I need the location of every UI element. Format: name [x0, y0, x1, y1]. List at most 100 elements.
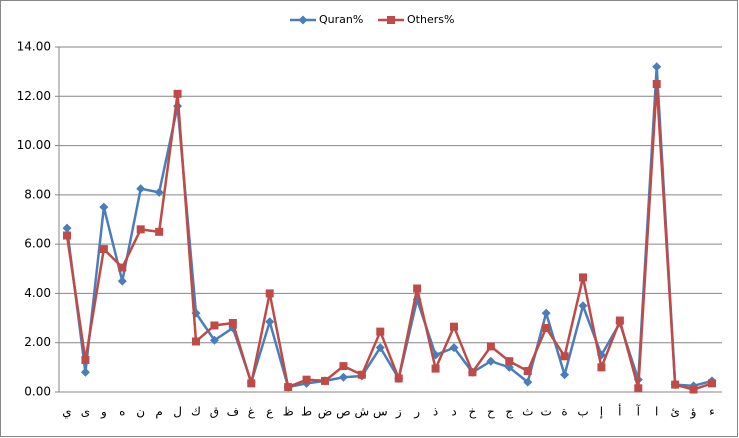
x-tick-label: ء — [709, 405, 715, 419]
x-tick-label: ض — [318, 405, 333, 420]
x-tick-label: ة — [561, 405, 567, 419]
point — [210, 321, 219, 330]
point — [117, 276, 127, 286]
series-line — [65, 83, 713, 391]
x-tick-label: ك — [191, 405, 201, 419]
point — [486, 356, 496, 366]
legend-label: Others% — [407, 13, 454, 26]
point — [209, 335, 219, 345]
point — [523, 377, 533, 387]
point — [468, 368, 477, 377]
point — [81, 355, 90, 364]
point — [339, 362, 348, 371]
point — [99, 202, 109, 212]
x-tick-label: د — [451, 405, 456, 419]
x-tick-label: غ — [248, 405, 256, 419]
point — [560, 352, 569, 361]
point — [579, 273, 587, 282]
x-tick-label: ب — [577, 405, 588, 419]
x-tick-label: آ — [636, 404, 641, 419]
point — [450, 322, 458, 331]
point — [62, 223, 72, 233]
x-tick-label: ظ — [283, 405, 294, 419]
point — [523, 367, 532, 376]
x-tick-label: ئ — [670, 405, 679, 419]
point — [431, 364, 440, 373]
x-tick-label: ي — [62, 405, 71, 419]
point — [652, 79, 661, 88]
point — [376, 327, 385, 336]
point — [118, 263, 127, 272]
x-tick-label: ش — [355, 405, 370, 420]
point — [228, 319, 237, 327]
y-tick-label: 10.00 — [17, 138, 51, 152]
point — [357, 370, 366, 379]
point — [634, 384, 643, 393]
point — [80, 367, 90, 377]
x-tick-label: ذ — [433, 405, 438, 419]
point — [302, 375, 311, 384]
x-tick-label: ق — [210, 405, 219, 419]
x-tick-label: ن — [136, 405, 145, 419]
x-tick-label: ط — [301, 405, 312, 419]
x-tick-label: ر — [413, 405, 420, 420]
x-tick-label: س — [373, 405, 388, 420]
point — [541, 308, 551, 318]
point — [615, 316, 624, 325]
x-tick-label: ى — [81, 405, 90, 419]
legend-label: Quran% — [319, 13, 363, 26]
x-tick-label: ل — [173, 405, 182, 419]
point — [486, 342, 495, 351]
point — [173, 89, 182, 98]
point — [155, 227, 164, 236]
point — [136, 184, 146, 194]
point — [375, 343, 385, 353]
y-tick-label: 2.00 — [24, 335, 51, 349]
point — [154, 187, 164, 197]
point — [265, 317, 275, 327]
y-tick-label: 8.00 — [24, 187, 51, 201]
point — [394, 374, 403, 383]
x-tick-label: خ — [469, 405, 477, 419]
x-tick-label: ت — [540, 405, 551, 419]
point — [284, 383, 293, 392]
x-tick-label: ه — [119, 405, 125, 419]
point — [542, 323, 551, 332]
point — [560, 370, 570, 380]
point — [413, 284, 422, 293]
point — [449, 343, 459, 353]
x-tick-label: ح — [487, 405, 495, 419]
point — [192, 337, 200, 346]
legend-marker — [298, 15, 308, 25]
point — [136, 225, 145, 234]
point — [578, 301, 588, 311]
point — [505, 357, 514, 366]
x-tick-label: و — [100, 405, 107, 420]
point — [265, 289, 274, 298]
x-tick-label: م — [155, 405, 162, 419]
point — [708, 379, 716, 388]
y-tick-label: 0.00 — [24, 385, 51, 399]
x-tick-label: ث — [522, 405, 533, 419]
legend-marker — [387, 16, 395, 24]
x-tick-label: أ — [618, 404, 621, 419]
y-tick-label: 12.00 — [17, 89, 51, 103]
y-tick-label: 14.00 — [17, 40, 51, 54]
y-tick-label: 6.00 — [24, 237, 51, 251]
x-tick-label: ف — [227, 405, 239, 419]
point — [247, 379, 256, 388]
point — [63, 231, 71, 240]
x-tick-label: ع — [266, 405, 274, 419]
x-tick-label: إ — [600, 405, 603, 419]
x-tick-label: ز — [395, 405, 402, 420]
point — [321, 376, 329, 385]
point — [338, 372, 348, 382]
point — [671, 380, 680, 389]
y-tick-label: 4.00 — [24, 286, 51, 300]
x-tick-label: ج — [505, 405, 513, 419]
point — [99, 245, 108, 254]
x-tick-label: ص — [336, 405, 351, 420]
point — [597, 363, 606, 372]
